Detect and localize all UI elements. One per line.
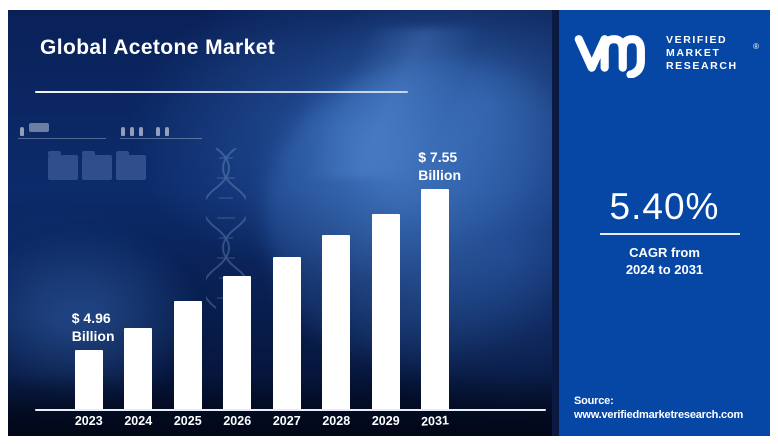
folder-icon bbox=[116, 151, 146, 180]
hud-people-icons bbox=[121, 123, 174, 141]
chart-panel: Global Acetone Market 2023 $ 4.96 Billion 2… bbox=[8, 10, 552, 436]
brand-wordmark: VERIFIED MARKET RESEARCH bbox=[666, 34, 738, 73]
background-glow bbox=[8, 231, 203, 401]
bar-slot-2025: 2025 bbox=[163, 301, 213, 428]
bar-slot-2024: 2024 bbox=[114, 328, 164, 428]
page-title: Global Acetone Market bbox=[40, 36, 276, 59]
bar-slot-2027: 2027 bbox=[262, 257, 312, 428]
source-note: Source: www.verifiedmarketresearch.com bbox=[574, 394, 743, 422]
x-axis-label-2029: 2029 bbox=[371, 414, 400, 428]
x-axis-label-2027: 2027 bbox=[272, 414, 301, 428]
person-icon bbox=[156, 127, 160, 136]
folder-icon bbox=[82, 151, 112, 180]
title-underline bbox=[35, 91, 408, 93]
person-icon bbox=[139, 127, 143, 136]
source-url: www.verifiedmarketresearch.com bbox=[574, 409, 744, 421]
x-axis-label-2026: 2026 bbox=[223, 414, 252, 428]
hud-people-icons bbox=[20, 123, 49, 141]
bar-2029: 2029 bbox=[371, 214, 400, 428]
cagr-caption-line: 2024 to 2031 bbox=[625, 262, 704, 277]
bar-slot-2029: 2029 bbox=[361, 214, 411, 428]
value-annotation-2031: $ 7.55 Billion bbox=[418, 149, 462, 183]
source-label: Source: bbox=[574, 395, 614, 407]
folder-icon bbox=[48, 151, 78, 180]
value-annotation-2023: $ 4.96 Billion bbox=[71, 310, 115, 344]
vmr-monogram-icon bbox=[574, 35, 645, 78]
person-icon bbox=[121, 127, 125, 136]
brand-word-line: MARKET bbox=[666, 46, 721, 59]
cagr-caption: CAGR from 2024 to 2031 bbox=[559, 244, 770, 278]
x-axis-line bbox=[35, 409, 546, 411]
bar-2027: 2027 bbox=[272, 257, 301, 428]
x-axis-label-2024: 2024 bbox=[124, 414, 153, 428]
x-axis-label-2028: 2028 bbox=[322, 414, 351, 428]
stat-divider-line bbox=[600, 233, 740, 235]
cagr-value: 5.40% bbox=[609, 186, 720, 227]
brand-logo: VERIFIED MARKET RESEARCH ® bbox=[572, 28, 762, 78]
hud-divider-line bbox=[120, 138, 202, 139]
panel-divider bbox=[552, 10, 559, 436]
person-icon bbox=[20, 127, 24, 136]
badge-icon bbox=[29, 123, 49, 132]
bar-2024: 2024 bbox=[124, 328, 153, 428]
bar-slot-2031: 2031 $ 7.55 Billion bbox=[411, 149, 461, 429]
cagr-caption-line: CAGR from bbox=[629, 245, 700, 260]
bar-2026: 2026 bbox=[223, 276, 252, 428]
person-icon bbox=[165, 127, 169, 136]
x-axis-label-2025: 2025 bbox=[173, 414, 202, 428]
x-axis-label-2023: 2023 bbox=[74, 414, 103, 428]
bar-slot-2028: 2028 bbox=[312, 235, 362, 428]
brand-word-line: RESEARCH bbox=[666, 59, 738, 72]
x-axis-label-2031: 2031 bbox=[420, 413, 450, 429]
bar-2023: 2023 $ 4.96 Billion bbox=[72, 310, 115, 428]
bar-2031: 2031 $ 7.55 Billion bbox=[418, 149, 461, 429]
bar-2025: 2025 bbox=[173, 301, 202, 428]
brand-panel: VERIFIED MARKET RESEARCH ® 5.40% CAGR fr… bbox=[559, 10, 770, 436]
content-area: Global Acetone Market 2023 $ 4.96 Billion 2… bbox=[8, 10, 770, 436]
bar-slot-2026: 2026 bbox=[213, 276, 263, 428]
bar-slot-2023: 2023 $ 4.96 Billion bbox=[64, 310, 115, 428]
brand-word-line: VERIFIED bbox=[666, 33, 728, 46]
registered-trademark-icon: ® bbox=[753, 42, 759, 51]
bar-2028: 2028 bbox=[322, 235, 351, 428]
hud-divider-line bbox=[18, 138, 106, 139]
acetone-market-bar-chart: 2023 $ 4.96 Billion 2024 2025 2026 2027 2028 202… bbox=[64, 149, 461, 429]
person-icon bbox=[130, 127, 134, 136]
